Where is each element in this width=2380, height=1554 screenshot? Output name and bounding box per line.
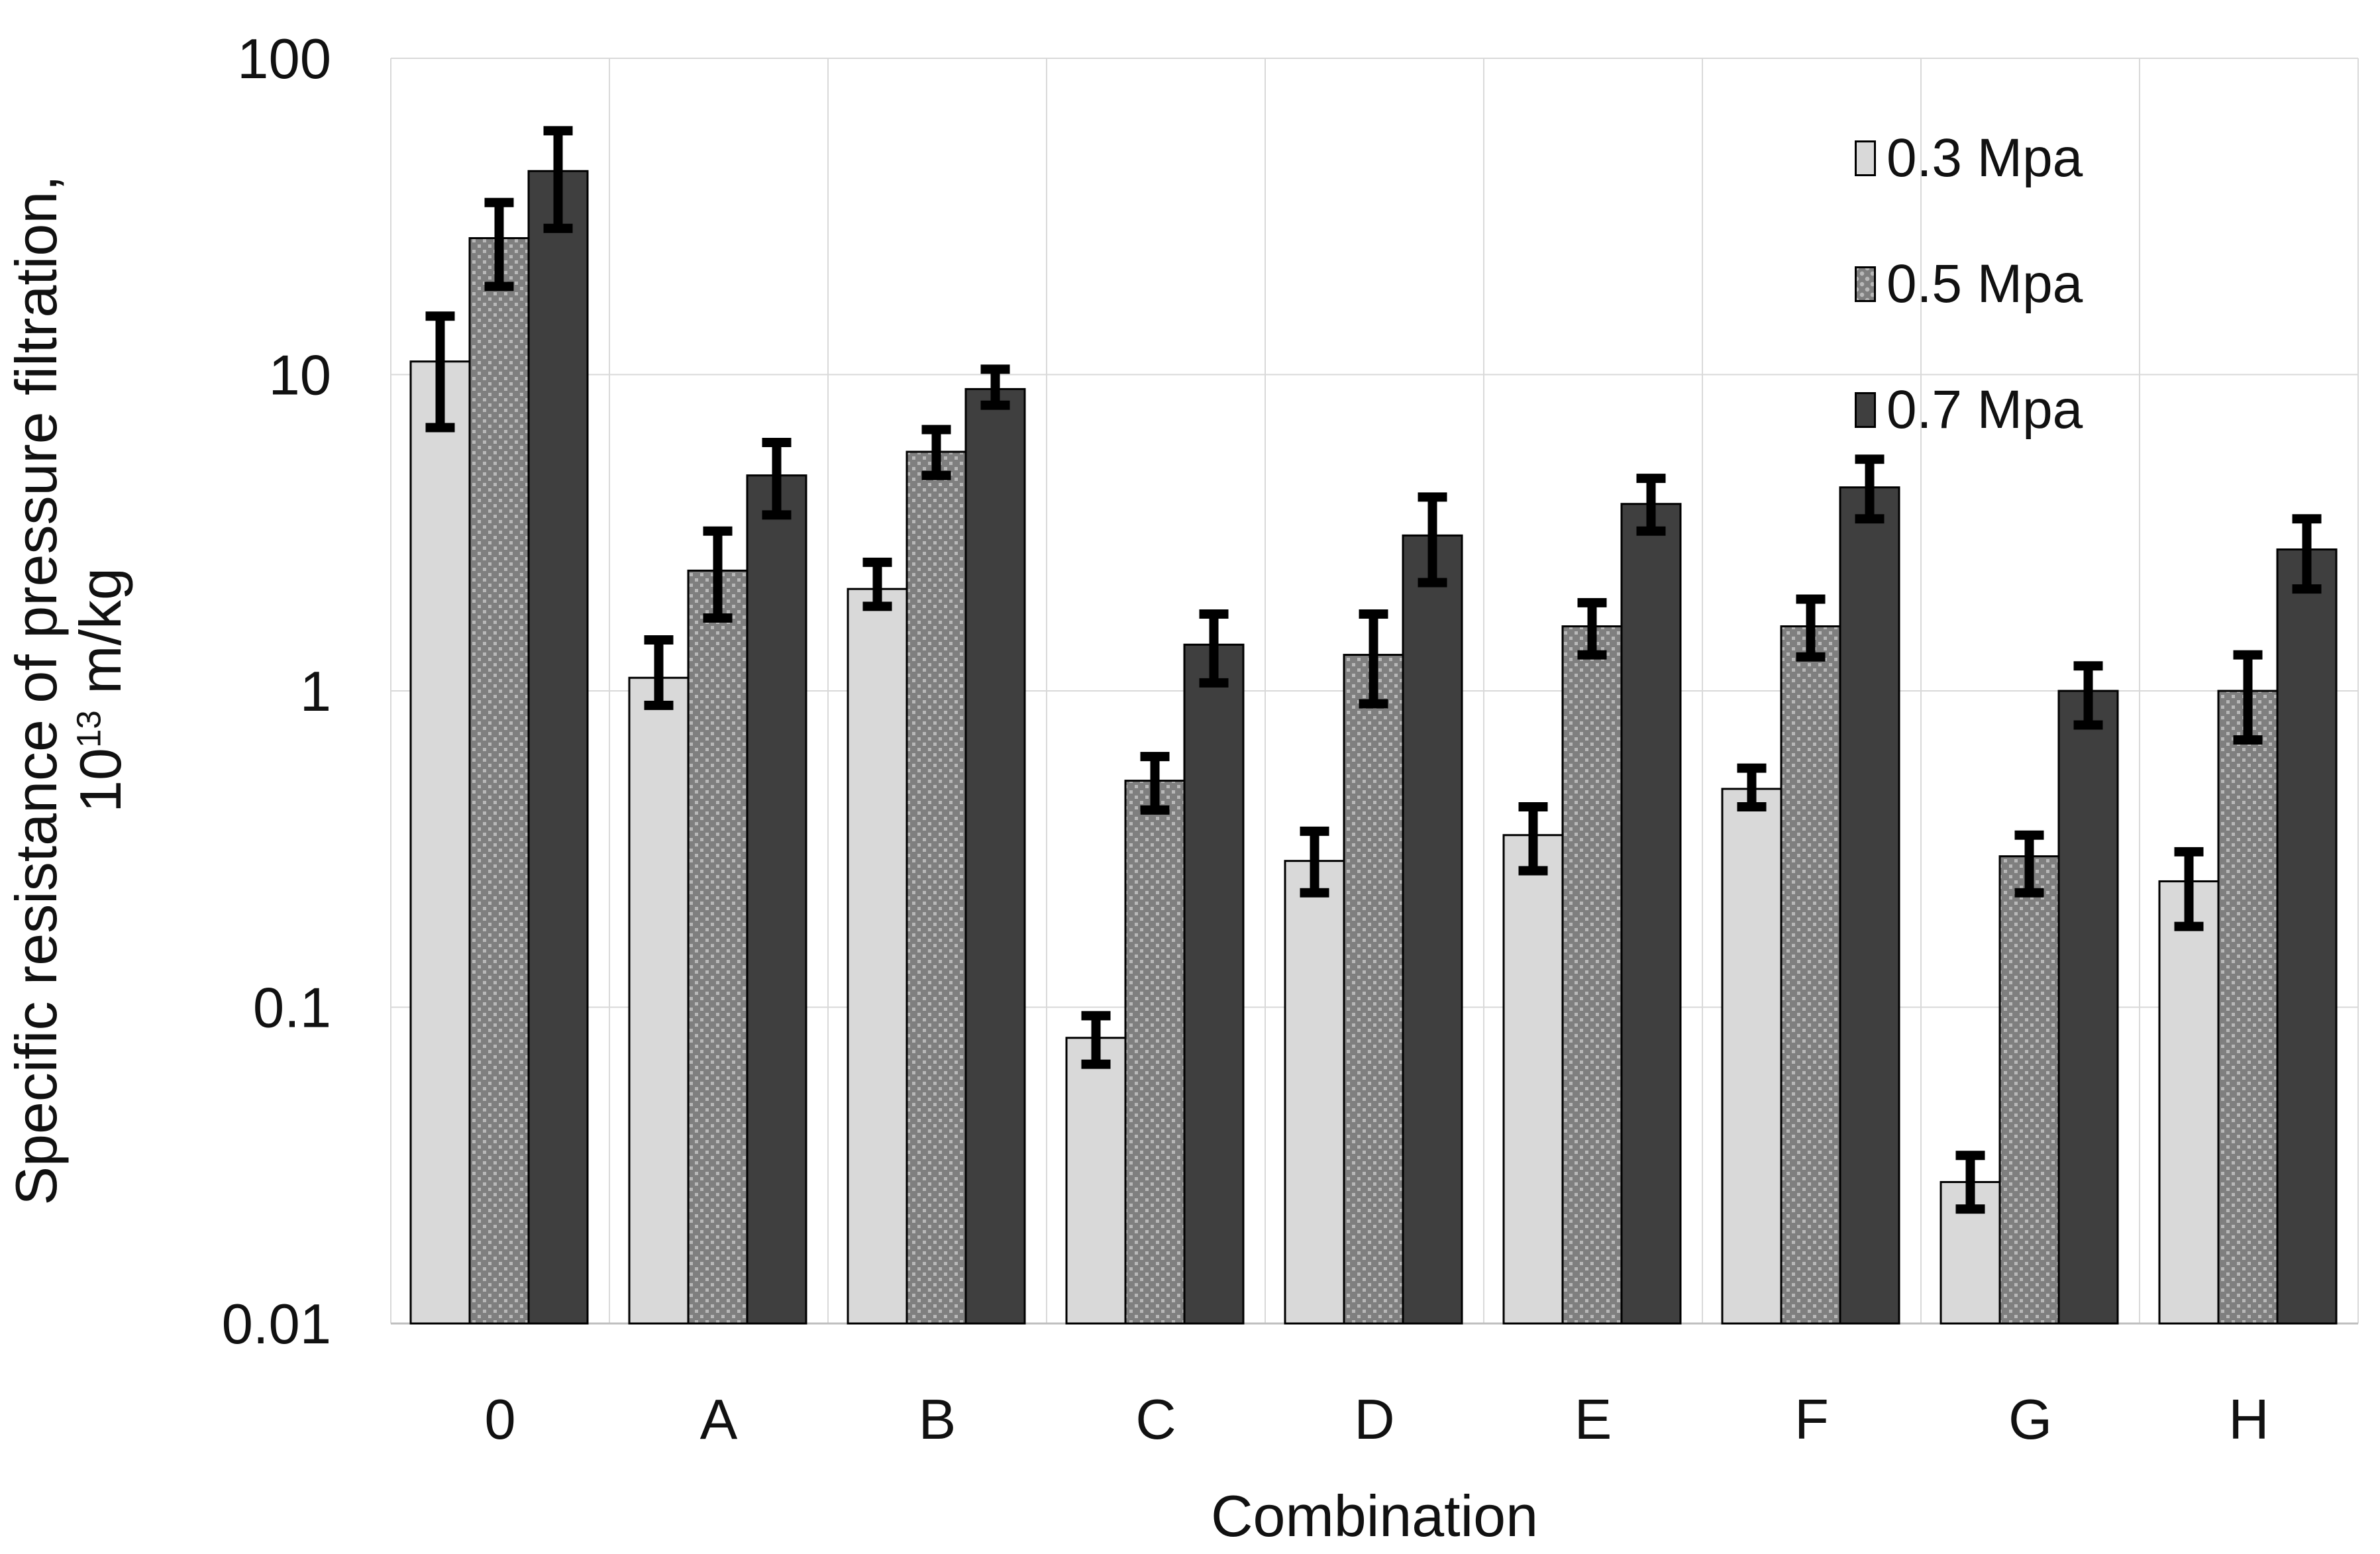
bar-F-0.5mpa: [1780, 625, 1841, 1325]
error-bar-H-0.7mpa: [2292, 514, 2322, 594]
error-bar-D-0.3mpa: [1300, 826, 1329, 898]
error-bar-C-0.3mpa: [1081, 1011, 1111, 1069]
legend-item-0.3mpa: 0.3 Mpa: [1855, 127, 2083, 189]
bar-B-0.3mpa: [847, 588, 908, 1325]
error-bar-F-0.7mpa: [1855, 454, 1885, 524]
x-tick-H: H: [2228, 1388, 2269, 1451]
x-tick-B: B: [919, 1388, 957, 1451]
error-bar-A-0.3mpa: [644, 635, 674, 710]
x-tick-G: G: [2008, 1388, 2052, 1451]
bar-E-0.3mpa: [1502, 834, 1564, 1325]
x-tick-E: E: [1575, 1388, 1612, 1451]
error-bar-B-0.7mpa: [980, 364, 1010, 410]
x-axis-title: Combination: [1210, 1483, 1539, 1549]
legend-item-0.5mpa: 0.5 Mpa: [1855, 253, 2083, 315]
legend-label-0.3mpa: 0.3 Mpa: [1887, 128, 2083, 188]
bar-H-0.5mpa: [2217, 690, 2279, 1325]
error-bar-A-0.5mpa: [703, 526, 733, 623]
error-bar-G-0.3mpa: [1955, 1151, 1985, 1214]
error-bar-G-0.7mpa: [2073, 661, 2103, 730]
error-bar-H-0.5mpa: [2233, 650, 2263, 745]
error-bar-C-0.5mpa: [1140, 752, 1170, 815]
y-tick-labels: 100 10 1 0.1 0.01: [222, 28, 331, 1356]
y-tick-0.01: 0.01: [222, 1293, 331, 1356]
bar-D-0.5mpa: [1343, 654, 1404, 1325]
bar-H-0.7mpa: [2276, 548, 2338, 1325]
error-bar-H-0.3mpa: [2174, 847, 2204, 931]
bar-G-0.7mpa: [2057, 690, 2119, 1325]
bar-0-0.5mpa: [468, 237, 530, 1325]
error-bar-D-0.7mpa: [1418, 492, 1447, 588]
x-tick-C: C: [1135, 1388, 1176, 1451]
bar-C-0.3mpa: [1065, 1037, 1127, 1325]
x-tick-0: 0: [484, 1388, 515, 1451]
y-tick-10: 10: [268, 344, 331, 407]
bar-A-0.3mpa: [628, 676, 690, 1325]
x-tick-F: F: [1794, 1388, 1829, 1451]
y-axis-title-line1: Specific resistance of pressure filtrati…: [3, 175, 69, 1206]
error-bar-E-0.5mpa: [1577, 597, 1607, 660]
bar-D-0.3mpa: [1284, 860, 1345, 1325]
legend-swatch-0.3mpa-icon: [1855, 140, 1876, 176]
error-bar-F-0.5mpa: [1796, 594, 1826, 662]
y-tick-1: 1: [300, 660, 331, 723]
bar-0-0.7mpa: [527, 170, 589, 1325]
y-tick-100: 100: [237, 28, 331, 91]
y-axis-title-line2: 1013 m/kg: [67, 568, 133, 813]
legend-swatch-0.7mpa-icon: [1855, 392, 1876, 428]
bar-E-0.7mpa: [1620, 503, 1682, 1325]
error-bar-E-0.3mpa: [1518, 802, 1548, 876]
bar-D-0.7mpa: [1402, 534, 1463, 1325]
bar-A-0.5mpa: [687, 569, 749, 1325]
bar-E-0.5mpa: [1561, 625, 1623, 1325]
error-bar-C-0.7mpa: [1199, 609, 1229, 688]
error-bar-A-0.7mpa: [762, 438, 792, 520]
bar-H-0.3mpa: [2158, 880, 2220, 1325]
bar-A-0.7mpa: [746, 474, 807, 1325]
y-axis-title: Specific resistance of pressure filtrati…: [3, 58, 137, 1323]
error-bar-D-0.5mpa: [1359, 609, 1388, 709]
x-tick-D: D: [1354, 1388, 1394, 1451]
legend-item-0.7mpa: 0.7 Mpa: [1855, 379, 2083, 441]
bars: [409, 170, 2338, 1325]
legend-label-0.7mpa: 0.7 Mpa: [1887, 380, 2083, 440]
error-bar-F-0.3mpa: [1737, 763, 1767, 812]
bar-0-0.3mpa: [409, 360, 471, 1325]
bar-B-0.5mpa: [905, 450, 967, 1325]
legend-swatch-0.5mpa-icon: [1855, 266, 1876, 302]
error-bar-0-0.5mpa: [484, 197, 514, 291]
error-bar-B-0.5mpa: [921, 425, 951, 480]
y-axis-unit-exponent: 13: [70, 710, 108, 749]
bar-G-0.5mpa: [1998, 855, 2060, 1325]
bar-B-0.7mpa: [964, 388, 1026, 1325]
error-bars: [425, 126, 2322, 1214]
bar-F-0.7mpa: [1839, 486, 1900, 1325]
error-bar-G-0.5mpa: [2014, 830, 2044, 898]
legend-label-0.5mpa: 0.5 Mpa: [1887, 254, 2083, 314]
bar-F-0.3mpa: [1721, 788, 1783, 1325]
error-bar-0-0.7mpa: [543, 126, 573, 233]
legend: 0.3 Mpa 0.5 Mpa 0.7 Mpa: [1855, 127, 2083, 441]
bar-C-0.5mpa: [1124, 780, 1186, 1325]
y-tick-0.1: 0.1: [253, 977, 331, 1040]
x-tick-labels: 0 A B C D E F G H: [484, 1388, 2269, 1451]
x-tick-A: A: [700, 1388, 738, 1451]
error-bar-E-0.7mpa: [1636, 474, 1666, 536]
error-bar-B-0.3mpa: [862, 557, 892, 611]
error-bar-0-0.3mpa: [425, 311, 455, 433]
bar-C-0.7mpa: [1183, 643, 1245, 1325]
